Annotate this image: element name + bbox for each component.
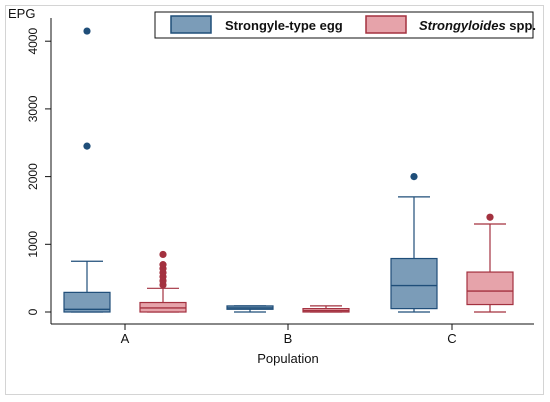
y-tick-label: 2000 xyxy=(26,163,40,190)
outlier-point xyxy=(159,250,167,259)
box-strongyloides-B xyxy=(302,305,350,313)
x-axis-label: Population xyxy=(257,351,318,366)
box-strongyle-A xyxy=(63,27,111,313)
box-strongyle-C xyxy=(390,173,438,313)
legend-swatch-strongyloides xyxy=(365,15,407,34)
y-axis-ticks: 0 1000 2000 3000 4000 xyxy=(26,28,51,315)
legend-label-strongyloides-italic: Strongyloides xyxy=(419,18,506,33)
x-tick-label: C xyxy=(447,331,456,346)
box-strongyle-B xyxy=(226,305,274,313)
y-tick-label: 3000 xyxy=(26,95,40,122)
y-axis-label: EPG xyxy=(8,6,35,21)
chart-frame xyxy=(5,5,544,395)
box-strongyloides-C xyxy=(466,213,514,313)
box-iqr xyxy=(63,291,111,313)
y-tick-label: 1000 xyxy=(26,231,40,258)
x-axis-ticks: A B C xyxy=(121,324,457,346)
legend-label-strongyloides-rest: spp. xyxy=(506,18,536,33)
legend-label-strongyloides: Strongyloides spp. xyxy=(419,18,536,33)
outlier-point xyxy=(83,142,91,150)
box-iqr xyxy=(466,271,514,306)
y-tick-label: 0 xyxy=(26,308,40,315)
outlier-point xyxy=(159,261,167,269)
outlier-point xyxy=(83,27,91,35)
legend: Strongyle-type egg Strongyloides spp. xyxy=(154,11,536,39)
legend-swatch-strongyle xyxy=(170,15,212,34)
legend-box xyxy=(154,11,534,39)
y-tick-label: 4000 xyxy=(26,28,40,55)
x-tick-label: B xyxy=(284,331,293,346)
plot-area xyxy=(50,18,534,325)
box-strongyloides-A xyxy=(139,250,187,313)
box-iqr xyxy=(390,257,438,310)
outlier-point xyxy=(410,173,418,181)
outlier-point xyxy=(486,213,494,221)
x-tick-label: A xyxy=(121,331,130,346)
box-series-group xyxy=(63,27,514,313)
legend-label-strongyle: Strongyle-type egg xyxy=(225,18,343,33)
